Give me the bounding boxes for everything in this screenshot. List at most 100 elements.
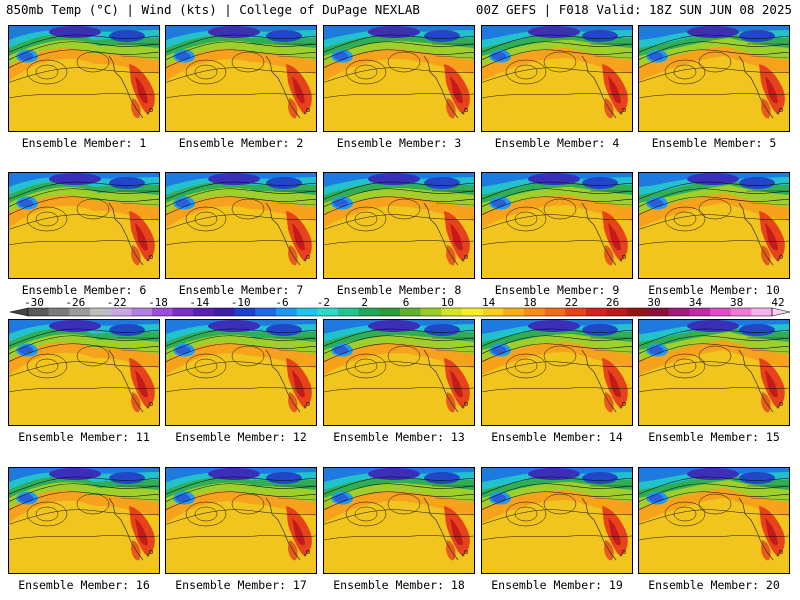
temperature-field-map [9, 173, 159, 278]
colorbar-tick-label: 6 [403, 298, 410, 309]
ensemble-member-label: Ensemble Member: 19 [491, 578, 623, 592]
colorbar-tick-label: -2 [317, 298, 330, 309]
ensemble-member-label: Ensemble Member: 3 [336, 136, 462, 150]
ensemble-member-label: Ensemble Member: 16 [18, 578, 150, 592]
colorbar-swatch [131, 308, 153, 316]
colorbar-swatch [586, 308, 607, 316]
colorbar-swatch [358, 308, 380, 316]
ensemble-member-label: Ensemble Member: 8 [336, 283, 462, 297]
colorbar-tick-label: 22 [565, 298, 578, 309]
colorbar-swatch [90, 308, 111, 316]
colorbar-tick-label: -10 [231, 298, 251, 309]
colorbar-swatch [338, 308, 359, 316]
colorbar-swatch [296, 308, 318, 316]
colorbar-swatch [152, 308, 173, 316]
temperature-field-map [639, 173, 789, 278]
colorbar-tick-label: 14 [482, 298, 496, 309]
temperature-field-map [9, 468, 159, 573]
temperature-field-map [324, 26, 474, 131]
colorbar-swatch [503, 308, 525, 316]
temperature-field-map [166, 26, 316, 131]
colorbar-tick-label: 18 [523, 298, 536, 309]
temperature-field-map [482, 320, 632, 425]
colorbar-tick-label: 10 [441, 298, 454, 309]
ensemble-member-label: Ensemble Member: 4 [494, 136, 620, 150]
temperature-field-map [166, 320, 316, 425]
map-title: 850mb Temp (°C) | Wind (kts) | College o… [6, 2, 420, 17]
colorbar-swatch [606, 308, 628, 316]
ensemble-member-label: Ensemble Member: 1 [21, 136, 147, 150]
colorbar-swatch [420, 308, 442, 316]
temperature-field-map [639, 26, 789, 131]
ensemble-member-panel [481, 467, 633, 574]
colorbar-swatch [48, 308, 70, 316]
ensemble-member-label: Ensemble Member: 11 [18, 430, 150, 444]
ensemble-member-label: Ensemble Member: 14 [491, 430, 623, 444]
colorbar-swatch [565, 308, 587, 316]
temperature-field-map [324, 320, 474, 425]
ensemble-member-panel [165, 25, 317, 132]
colorbar-swatch [172, 308, 194, 316]
colorbar-under-arrow [9, 307, 29, 317]
colorbar-tick-label: 34 [689, 298, 703, 309]
colorbar-over-arrow [771, 307, 791, 317]
colorbar-swatch [441, 308, 463, 316]
temperature-field-map [9, 26, 159, 131]
colorbar-swatch [627, 308, 649, 316]
ensemble-member-label: Ensemble Member: 9 [494, 283, 620, 297]
temperature-field-map [639, 468, 789, 573]
colorbar-swatch [255, 308, 277, 316]
colorbar-swatch [689, 308, 711, 316]
colorbar-swatch [462, 308, 483, 316]
colorbar-tick-label: 26 [606, 298, 619, 309]
ensemble-member-panel [481, 319, 633, 426]
colorbar-swatch [28, 308, 49, 316]
ensemble-member-label: Ensemble Member: 6 [21, 283, 147, 297]
colorbar-swatch [110, 308, 132, 316]
temperature-field-map [482, 468, 632, 573]
colorbar-swatch [668, 308, 690, 316]
ensemble-member-panel [638, 467, 790, 574]
temperature-colorbar: -30 -26 -22 -18 -14 -10 -6 -2 2 6 10 14 18 22 26 30 34 38… [9, 298, 791, 317]
temperature-field-map [639, 320, 789, 425]
ensemble-member-label: Ensemble Member: 15 [648, 430, 780, 444]
colorbar-swatch [482, 308, 504, 316]
ensemble-member-label: Ensemble Member: 7 [178, 283, 304, 297]
colorbar-swatch [544, 308, 566, 316]
model-valid-time: 00Z GEFS | F018 Valid: 18Z SUN JUN 08 20… [475, 2, 792, 17]
ensemble-member-label: Ensemble Member: 5 [651, 136, 777, 150]
ensemble-member-panel [165, 319, 317, 426]
temperature-field-map [166, 173, 316, 278]
colorbar-tick-label: 2 [361, 298, 368, 309]
ensemble-member-panel [8, 467, 160, 574]
temperature-field-map [482, 173, 632, 278]
colorbar-swatch [276, 308, 297, 316]
colorbar-swatch [751, 308, 773, 316]
colorbar-tick-label: -6 [275, 298, 288, 309]
colorbar-frame [27, 307, 773, 317]
colorbar-tick-label: -14 [189, 298, 209, 309]
ensemble-member-label: Ensemble Member: 17 [175, 578, 307, 592]
ensemble-member-label: Ensemble Member: 10 [648, 283, 780, 297]
ensemble-member-label: Ensemble Member: 12 [175, 430, 307, 444]
ensemble-member-panel [323, 172, 475, 279]
ensemble-member-panel [165, 467, 317, 574]
colorbar-tick-label: -30 [24, 298, 44, 309]
colorbar-swatch [648, 308, 669, 316]
colorbar-swatch [69, 308, 91, 316]
ensemble-member-label: Ensemble Member: 20 [648, 578, 780, 592]
colorbar-swatch [234, 308, 256, 316]
ensemble-member-label: Ensemble Member: 2 [178, 136, 304, 150]
ensemble-member-panel [323, 25, 475, 132]
colorbar-swatch [730, 308, 752, 316]
temperature-field-map [482, 26, 632, 131]
colorbar-tick-label: -18 [148, 298, 168, 309]
ensemble-member-panel [638, 172, 790, 279]
ensemble-member-panel [165, 172, 317, 279]
colorbar-swatch [524, 308, 545, 316]
ensemble-member-panel [638, 25, 790, 132]
ensemble-member-panel [8, 172, 160, 279]
colorbar-tick-label: 38 [730, 298, 743, 309]
temperature-field-map [324, 173, 474, 278]
ensemble-member-label: Ensemble Member: 13 [333, 430, 465, 444]
